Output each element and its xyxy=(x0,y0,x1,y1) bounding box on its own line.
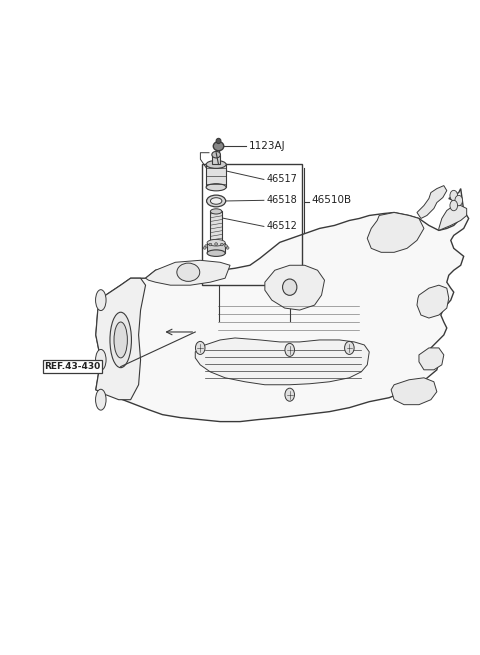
Bar xyxy=(212,155,220,164)
Ellipse shape xyxy=(207,250,225,256)
Text: 46510B: 46510B xyxy=(312,195,352,205)
Polygon shape xyxy=(145,260,230,285)
Polygon shape xyxy=(195,338,369,384)
Ellipse shape xyxy=(210,198,222,204)
Circle shape xyxy=(345,341,354,354)
Ellipse shape xyxy=(225,245,228,248)
Circle shape xyxy=(450,191,457,201)
Polygon shape xyxy=(367,212,424,252)
Bar xyxy=(210,212,222,243)
Polygon shape xyxy=(265,265,324,310)
Ellipse shape xyxy=(209,243,212,246)
Ellipse shape xyxy=(206,195,226,207)
Ellipse shape xyxy=(206,160,226,168)
Ellipse shape xyxy=(226,247,229,250)
Ellipse shape xyxy=(206,183,226,191)
Circle shape xyxy=(285,388,295,402)
Ellipse shape xyxy=(205,245,208,248)
Ellipse shape xyxy=(220,243,223,246)
Polygon shape xyxy=(417,185,447,219)
Ellipse shape xyxy=(96,389,106,410)
Text: 46518: 46518 xyxy=(266,195,297,205)
Circle shape xyxy=(285,343,295,356)
Circle shape xyxy=(455,195,463,206)
Ellipse shape xyxy=(114,322,127,358)
Ellipse shape xyxy=(283,279,297,295)
Circle shape xyxy=(450,200,457,211)
Ellipse shape xyxy=(216,138,221,143)
Polygon shape xyxy=(417,285,449,318)
Ellipse shape xyxy=(212,151,220,158)
Polygon shape xyxy=(96,189,468,422)
Ellipse shape xyxy=(213,141,224,151)
Ellipse shape xyxy=(96,349,106,370)
Bar xyxy=(202,164,302,285)
Polygon shape xyxy=(391,378,437,405)
Polygon shape xyxy=(439,206,467,231)
Polygon shape xyxy=(96,278,145,400)
Ellipse shape xyxy=(215,243,217,246)
Ellipse shape xyxy=(110,312,132,367)
Text: 46512: 46512 xyxy=(266,221,297,231)
Circle shape xyxy=(195,341,205,354)
Ellipse shape xyxy=(96,290,106,310)
Ellipse shape xyxy=(207,240,225,246)
Text: 46517: 46517 xyxy=(266,174,297,185)
Polygon shape xyxy=(419,348,444,370)
Bar xyxy=(206,164,226,187)
Ellipse shape xyxy=(210,209,222,214)
Text: REF.43-430: REF.43-430 xyxy=(44,362,101,371)
Text: 1123AJ: 1123AJ xyxy=(249,141,285,151)
Ellipse shape xyxy=(203,247,206,250)
Bar xyxy=(207,243,225,253)
Ellipse shape xyxy=(177,263,200,282)
